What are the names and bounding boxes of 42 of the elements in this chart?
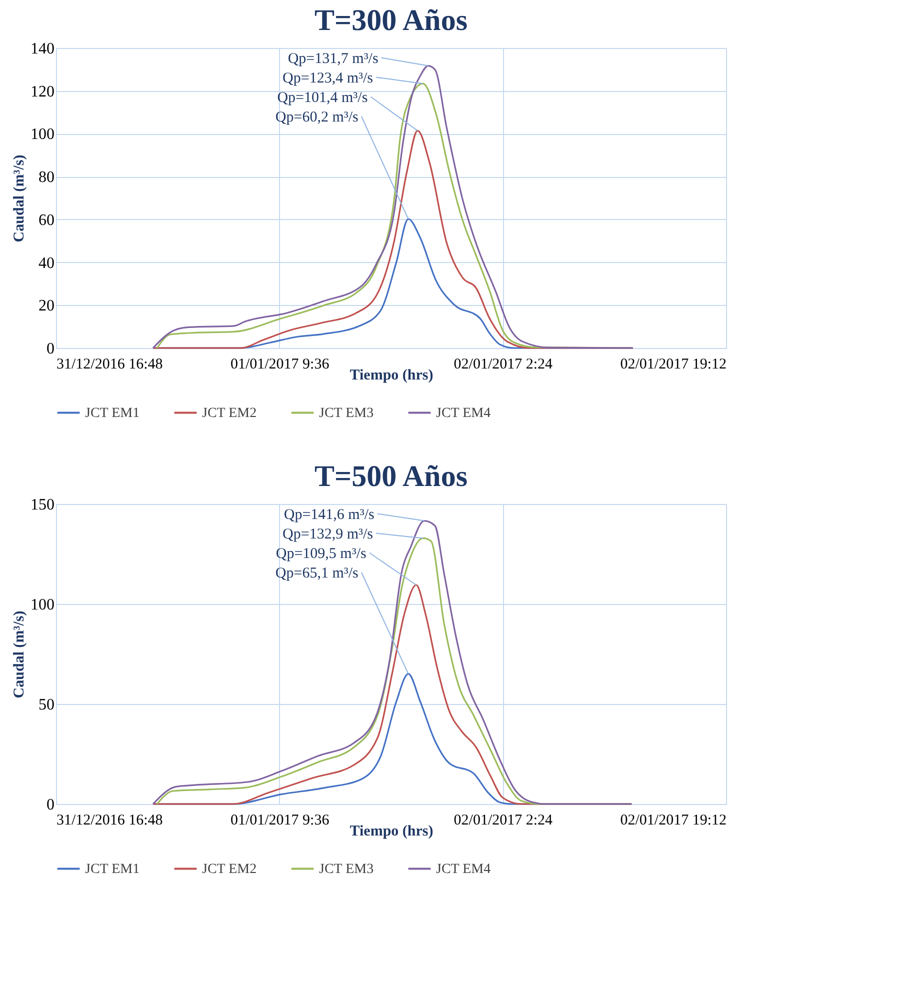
annotation: Qp=65,1 m³/s bbox=[275, 565, 359, 582]
legend-label: JCT EM4 bbox=[436, 862, 491, 877]
x-tick-label: 31/12/2016 16:48 bbox=[56, 812, 163, 828]
annotation: Qp=141,6 m³/s bbox=[284, 506, 374, 523]
legend-label: JCT EM1 bbox=[85, 406, 140, 421]
y-tick-label: 100 bbox=[30, 126, 54, 144]
legend-label: JCT EM2 bbox=[202, 862, 257, 877]
x-tick-label: 02/01/2017 19:12 bbox=[620, 356, 726, 372]
y-tick-label: 0 bbox=[46, 340, 54, 358]
y-tick-label: 100 bbox=[30, 596, 54, 614]
y-tick-label: 80 bbox=[38, 169, 54, 186]
x-tick-label: 02/01/2017 2:24 bbox=[454, 812, 554, 828]
y-tick-label: 50 bbox=[38, 696, 54, 714]
annotation: Qp=101,4 m³/s bbox=[277, 90, 368, 106]
y-tick-label: 60 bbox=[38, 212, 54, 229]
annotation: Qp=60,2 m³/s bbox=[275, 109, 359, 126]
x-tick-label: 31/12/2016 16:48 bbox=[56, 356, 163, 372]
annotation: Qp=109,5 m³/s bbox=[276, 546, 367, 562]
legend-label: JCT EM1 bbox=[85, 862, 140, 877]
legend-label: JCT EM3 bbox=[319, 862, 374, 877]
x-tick-label: 02/01/2017 19:12 bbox=[620, 812, 726, 828]
chart-title: T=500 Años bbox=[314, 460, 468, 493]
annotation: Qp=123,4 m³/s bbox=[282, 70, 374, 86]
legend-label: JCT EM2 bbox=[202, 406, 257, 421]
y-tick-label: 40 bbox=[38, 254, 54, 272]
y-tick-label: 0 bbox=[46, 796, 54, 814]
y-tick-label: 20 bbox=[38, 298, 54, 315]
annotation: Qp=131,7 m³/s bbox=[288, 50, 378, 67]
x-tick-label: 01/01/2017 9:36 bbox=[230, 356, 330, 372]
x-axis-title: Tiempo (hrs) bbox=[350, 824, 434, 840]
y-tick-label: 140 bbox=[30, 40, 54, 58]
y-tick-label: 120 bbox=[30, 83, 54, 100]
x-axis-title: Tiempo (hrs) bbox=[350, 368, 434, 384]
x-tick-label: 02/01/2017 2:24 bbox=[454, 356, 554, 372]
y-tick-label: 150 bbox=[30, 496, 54, 514]
x-tick-label: 01/01/2017 9:36 bbox=[230, 812, 330, 828]
y-axis-title: Caudal (m³/s) bbox=[12, 610, 28, 698]
y-axis-title: Caudal (m³/s) bbox=[12, 154, 28, 242]
annotation: Qp=132,9 m³/s bbox=[282, 526, 374, 542]
chart-title: T=300 Años bbox=[314, 4, 468, 37]
legend-label: JCT EM3 bbox=[319, 406, 374, 421]
legend-label: JCT EM4 bbox=[436, 406, 491, 421]
